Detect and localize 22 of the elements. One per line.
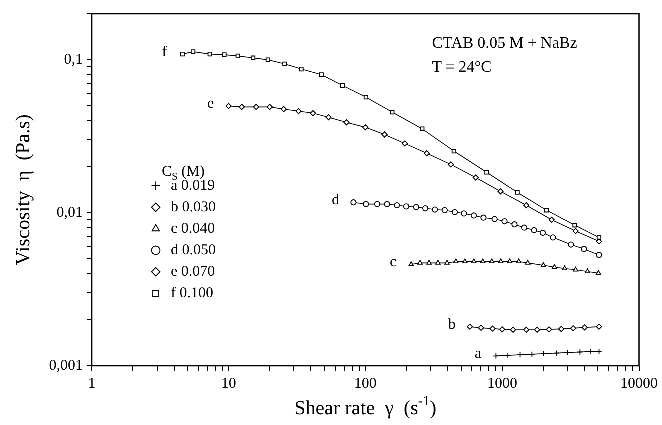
x-tick-label: 1000	[487, 376, 518, 392]
x-tick-label: 10	[221, 376, 236, 392]
annotation: d	[332, 192, 340, 209]
legend-label: d 0.050	[171, 242, 216, 258]
legend-label: b 0.030	[171, 199, 216, 216]
annotation: b	[448, 316, 456, 333]
annotation: CTAB 0.05 M + NaBz	[432, 35, 578, 52]
legend-label: c 0.040	[171, 220, 216, 237]
x-tick-label: 10000	[620, 376, 658, 392]
legend-label: f 0.100	[171, 285, 214, 302]
y-axis-title: Viscosity η (Pa.s)	[12, 114, 34, 266]
annotation: T = 24°C	[432, 59, 492, 76]
legend-label: e 0.070	[171, 264, 216, 280]
y-tick-label: 0,001	[49, 358, 83, 374]
x-tick-label: 100	[354, 376, 377, 392]
x-tick-label: 1	[88, 376, 96, 392]
y-tick-label: 0,01	[56, 204, 83, 221]
annotation: c	[390, 254, 398, 271]
y-tick-label: 0,1	[64, 52, 83, 68]
annotation: e	[207, 96, 214, 112]
annotation: f	[162, 44, 168, 60]
annotation: a	[474, 346, 482, 362]
